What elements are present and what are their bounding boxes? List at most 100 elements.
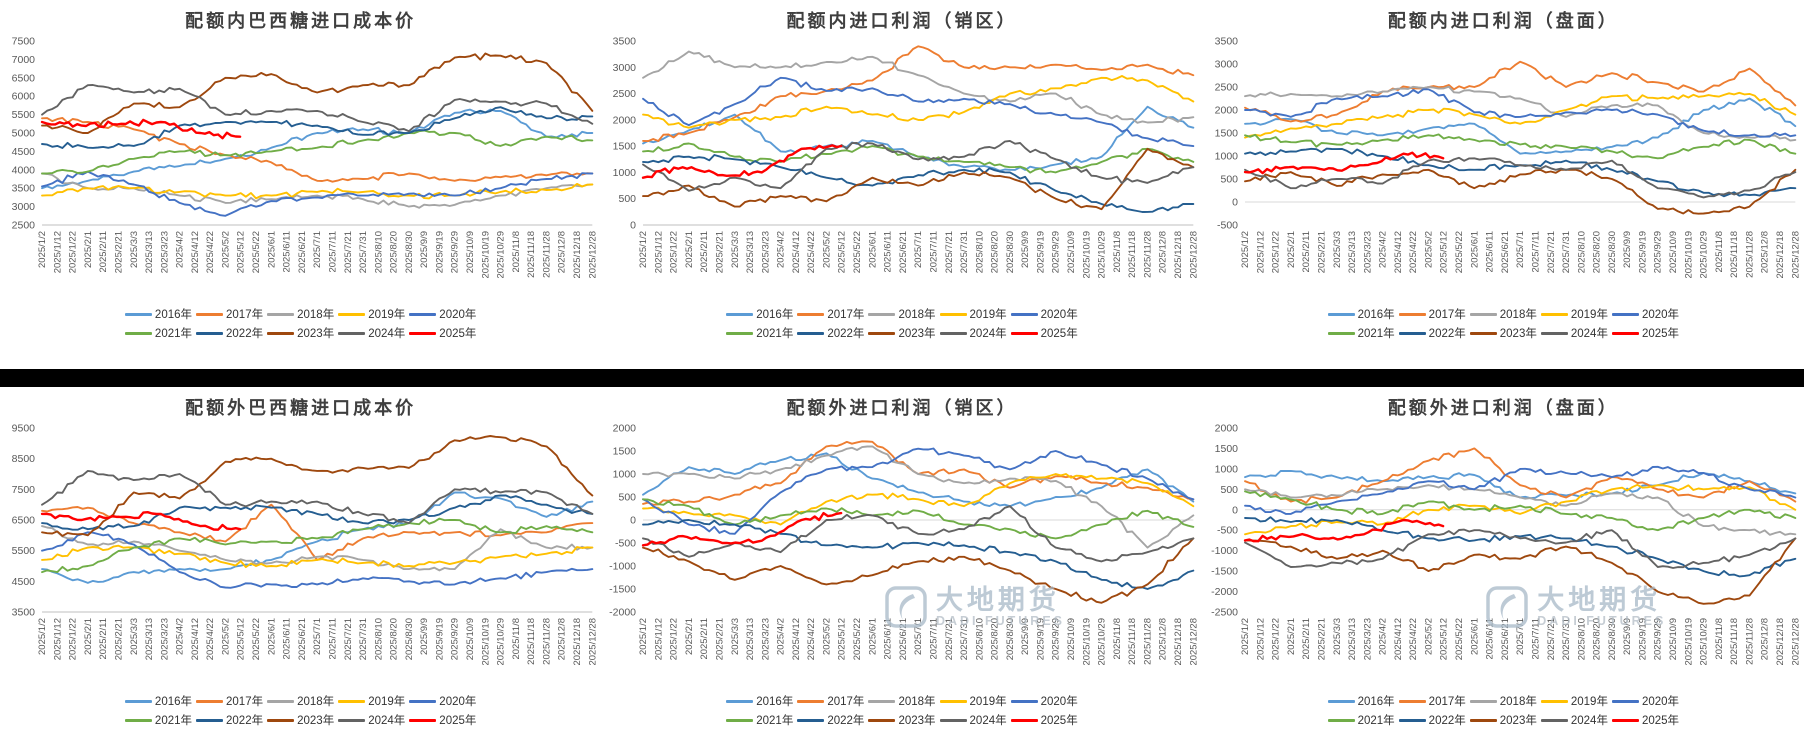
legend-label: 2022年 [1428,715,1466,727]
legend-label: 2017年 [1428,696,1466,708]
y-tick-label: -1500 [609,584,636,596]
x-tick-label: 2025/7/11 [327,231,338,273]
x-tick-label: 2025/6/1 [868,618,879,655]
legend-item: 2017年 [1398,693,1466,709]
x-tick-label: 2025/1/2 [638,231,649,268]
x-tick-label: 2025/10/19 [1683,231,1694,279]
x-tick-label: 2025/4/12 [190,231,201,273]
x-tick-label: 2025/7/31 [1561,618,1572,660]
x-tick-label: 2025/11/18 [1729,618,1740,665]
x-tick-label: 2025/4/2 [776,618,787,655]
legend-swatch [338,331,366,335]
legend-swatch [338,718,366,722]
legend-item: 2021年 [726,712,793,728]
legend-label: 2020年 [439,309,477,321]
legend-item: 2022年 [1398,325,1466,341]
chart-quota-out-profit-sales: 配额外进口利润（销区） -2000 -1500 -1000 -500 0 500 1000 1… [601,387,1202,756]
legend-swatch [1611,718,1639,722]
legend-swatch [1398,718,1426,722]
y-tick-label: 0 [1232,504,1238,516]
x-tick-label: 2025/2/1 [684,231,695,268]
series-line-2018年 [41,172,594,209]
x-tick-label: 2025/5/22 [251,618,262,660]
series-line-2021年 [642,498,1195,540]
series-line-2025年 [1243,151,1444,175]
series-line-2021年 [1243,133,1796,160]
x-tick-label: 2025/1/12 [1255,618,1266,660]
x-tick-label: 2025/12/18 [1775,231,1786,279]
y-tick-label: 3000 [613,62,637,74]
legend-row: 2016年 2017年 2018年 2019年 2020年 [124,306,477,322]
x-tick-label: 2025/5/2 [822,618,833,655]
x-tick-label: 2025/10/19 [480,231,491,279]
x-tick-label: 2025/5/12 [1438,231,1449,273]
x-tick-label: 2025/5/12 [837,618,848,660]
legend-label: 2025年 [439,715,477,727]
legend-item: 2016年 [1327,693,1395,709]
legend-row: 2016年 2017年 2018年 2019年 2020年 [124,693,477,709]
series-line-2022年 [41,494,594,531]
legend-item: 2016年 [726,693,793,709]
x-tick-label: 2025/5/12 [236,231,247,273]
legend-row: 2016年 2017年 2018年 2019年 2020年 [1327,306,1679,322]
x-tick-label: 2025/12/28 [1189,231,1200,279]
legend-swatch [868,718,896,722]
legend-item: 2025年 [1010,325,1078,341]
legend-item: 2023年 [267,325,334,341]
x-tick-label: 2025/8/10 [975,231,986,273]
legend-label: 2018年 [898,309,936,321]
x-tick-label: 2025/3/3 [730,231,741,268]
x-tick-label: 2025/8/20 [1591,231,1602,273]
series-line-2017年 [1243,60,1796,123]
y-tick-label: 2500 [12,220,36,232]
y-tick-label: 3000 [12,201,36,213]
y-tick-label: -1000 [609,561,636,573]
x-tick-label: 2025/4/2 [175,618,186,655]
legend-label: 2024年 [1570,715,1608,727]
legend-label: 2019年 [1570,696,1608,708]
chart-legend: 2016年 2017年 2018年 2019年 2020年 2021年 2022年 2023年… [1203,306,1804,341]
x-tick-label: 2025/3/23 [761,618,772,660]
legend-swatch [1611,331,1639,335]
x-tick-label: 2025/9/19 [1036,618,1047,660]
legend-item: 2017年 [1398,306,1466,322]
legend-row: 2016年 2017年 2018年 2019年 2020年 [726,306,1078,322]
x-tick-label: 2025/12/18 [572,231,583,279]
x-tick-label: 2025/4/2 [776,231,787,268]
x-tick-label: 2025/7/21 [343,618,354,660]
x-tick-label: 2025/5/12 [837,231,848,273]
legend-item: 2023年 [1469,325,1537,341]
legend-label: 2025年 [1641,715,1680,727]
legend-label: 2016年 [756,309,794,321]
series-line-2021年 [1243,490,1796,532]
y-tick-label: 8500 [12,453,36,465]
legend-swatch [726,312,754,316]
legend-item: 2022年 [196,325,263,341]
legend-swatch [726,718,754,722]
legend-label: 2021年 [756,328,794,340]
x-tick-label: 2025/7/11 [327,618,338,660]
legend-item: 2024年 [939,712,1007,728]
y-tick-label: 5500 [12,545,36,557]
x-tick-label: 2025/7/31 [358,231,369,273]
x-tick-label: 2025/3/3 [730,618,741,655]
legend-swatch [196,699,224,703]
x-tick-label: 2025/8/20 [389,231,400,273]
x-tick-label: 2025/3/13 [745,618,756,660]
x-tick-label: 2025/6/21 [297,231,308,273]
y-tick-label: 6500 [12,72,36,84]
legend-label: 2018年 [297,309,335,321]
y-tick-label: 1500 [1214,128,1238,140]
series-line-2023年 [642,537,1195,604]
legend-swatch [267,699,295,703]
y-tick-label: 1500 [613,141,637,153]
legend-label: 2018年 [297,696,335,708]
y-tick-label: 1500 [1214,443,1238,455]
x-tick-label: 2025/1/2 [37,231,48,268]
legend-label: 2020年 [439,696,477,708]
chart-title: 配额外进口利润（销区） [786,398,1018,418]
y-tick-label: 5000 [12,128,36,140]
y-tick-label: 500 [1220,484,1238,496]
x-tick-label: 2025/12/8 [557,231,568,273]
x-tick-label: 2025/8/10 [1576,231,1587,273]
